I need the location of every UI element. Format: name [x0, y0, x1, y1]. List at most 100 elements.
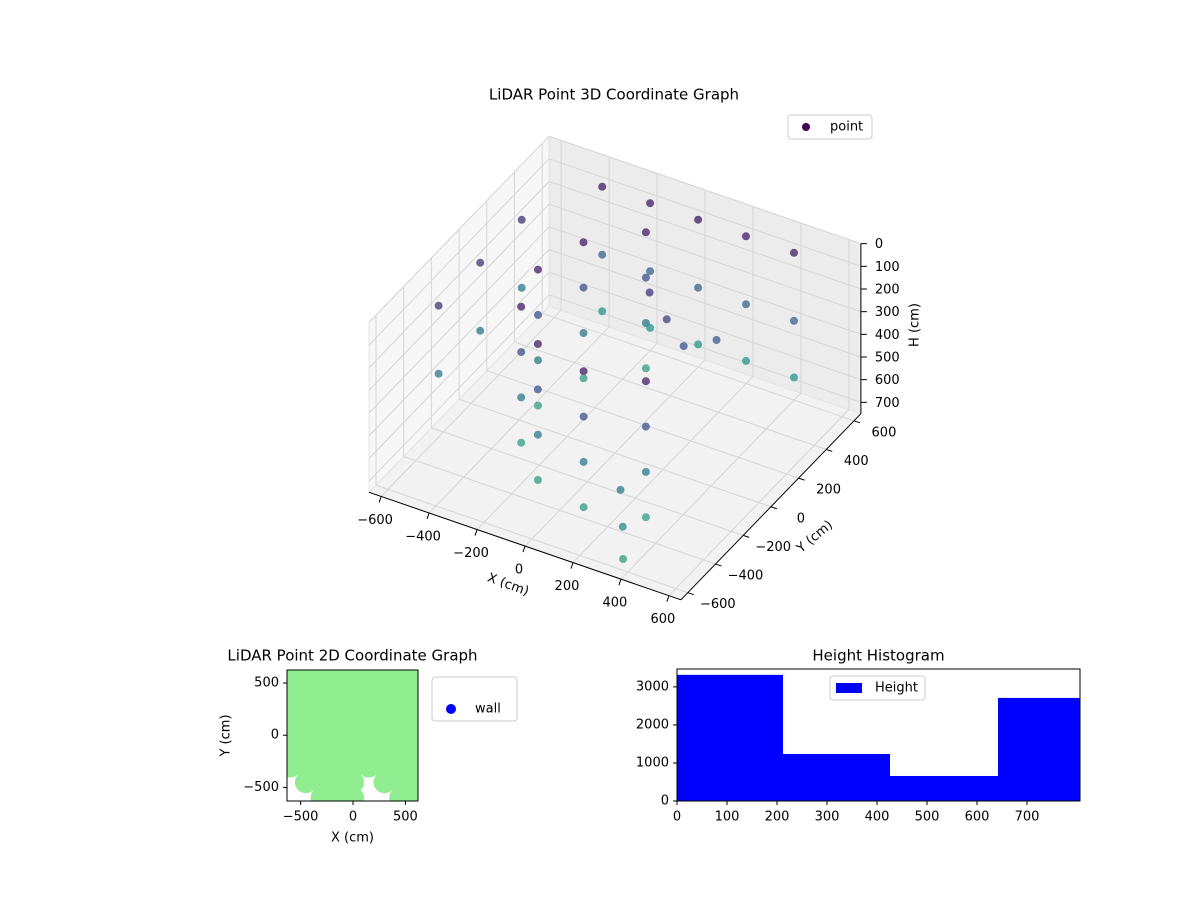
x-tick-label: 400: [603, 596, 628, 611]
z-tick-label: 0: [875, 237, 883, 252]
y-tick-label: 0: [661, 794, 669, 809]
point: [646, 199, 655, 208]
y-tick: [687, 592, 694, 596]
point: [534, 310, 542, 319]
point: [342, 692, 365, 715]
point: [533, 430, 542, 439]
point: [326, 755, 349, 778]
point: [342, 739, 365, 762]
grid-line: [368, 226, 862, 414]
x-tick-label: 200: [555, 579, 580, 594]
point: [357, 692, 380, 715]
x-tick-label: 0: [673, 810, 681, 825]
grid-line: [368, 203, 862, 391]
point: [790, 248, 798, 257]
chart-title: LiDAR Point 2D Coordinate Graph: [227, 647, 477, 665]
z-tick-label: 100: [875, 260, 900, 275]
point: [434, 369, 443, 378]
y-axis-label: Y (cm): [219, 714, 234, 757]
x-tick-label: 600: [650, 612, 675, 627]
z-tick-label: 400: [875, 328, 900, 343]
point: [579, 374, 588, 383]
z-axis-label: H (cm): [908, 303, 923, 347]
x-tick-label: −600: [357, 513, 393, 528]
point: [641, 467, 650, 476]
point: [389, 692, 412, 715]
x-tick-label: −200: [453, 546, 489, 561]
x-tick-label: 400: [865, 810, 890, 825]
point: [389, 677, 412, 700]
y-tick: [826, 448, 833, 452]
point: [742, 232, 750, 241]
y-tick-label: −500: [243, 780, 279, 795]
point: [326, 708, 349, 731]
point: [579, 283, 588, 292]
point: [310, 677, 333, 700]
legend-marker: [446, 704, 456, 714]
point: [342, 724, 365, 747]
z-tick-label: 300: [875, 305, 900, 320]
point: [310, 755, 333, 778]
point: [579, 412, 588, 421]
point: [310, 724, 333, 747]
point: [389, 724, 412, 747]
point: [533, 340, 542, 348]
point: [476, 258, 485, 267]
y-tick-label: 3000: [636, 679, 669, 694]
point: [294, 692, 317, 715]
point: [694, 340, 703, 349]
point: [357, 724, 380, 747]
point: [373, 755, 396, 778]
z-tick-label: 600: [875, 373, 900, 388]
point: [662, 315, 671, 324]
x-tick: [570, 562, 574, 569]
point: [641, 273, 650, 282]
x-tick-label: 100: [715, 810, 740, 825]
point: [294, 771, 317, 794]
point: [389, 708, 412, 731]
grid-line: [368, 135, 862, 323]
y-tick: [743, 534, 750, 538]
z-tick-label: 500: [875, 350, 900, 365]
point: [357, 708, 380, 731]
point: [534, 356, 542, 365]
grid-line: [458, 229, 772, 508]
point: [476, 326, 485, 335]
point: [294, 755, 317, 778]
point: [534, 401, 542, 410]
point: [326, 692, 349, 715]
point: [389, 755, 412, 778]
plot-area: [287, 670, 418, 801]
grid-line: [368, 181, 862, 369]
point: [679, 342, 688, 351]
x-axis-label: X (cm): [331, 831, 374, 846]
z-tick-label: 700: [875, 396, 900, 411]
point: [373, 724, 396, 747]
y-tick-label: −400: [728, 569, 764, 584]
point: [742, 300, 750, 309]
point: [326, 739, 349, 762]
grid-line: [430, 257, 744, 536]
x-tick: [474, 529, 478, 536]
point: [712, 336, 721, 344]
point: [618, 522, 627, 531]
grid-line: [403, 286, 716, 565]
x-tick: [426, 512, 430, 520]
point: [616, 485, 625, 494]
legend-marker: [836, 683, 862, 693]
y-tick-label: −200: [755, 540, 791, 555]
point: [326, 677, 349, 700]
x-axis-line: [368, 491, 682, 601]
y-axis-line: [680, 413, 862, 601]
x-tick-label: 0: [515, 563, 523, 578]
point: [598, 307, 607, 316]
bar: [677, 674, 783, 801]
point: [373, 739, 396, 762]
point: [342, 771, 365, 794]
legend-label: point: [830, 120, 863, 135]
x-tick: [618, 579, 622, 586]
x-tick-label: 0: [349, 810, 357, 825]
y-tick-label: 600: [872, 425, 897, 440]
point: [579, 329, 588, 337]
point: [641, 377, 650, 386]
